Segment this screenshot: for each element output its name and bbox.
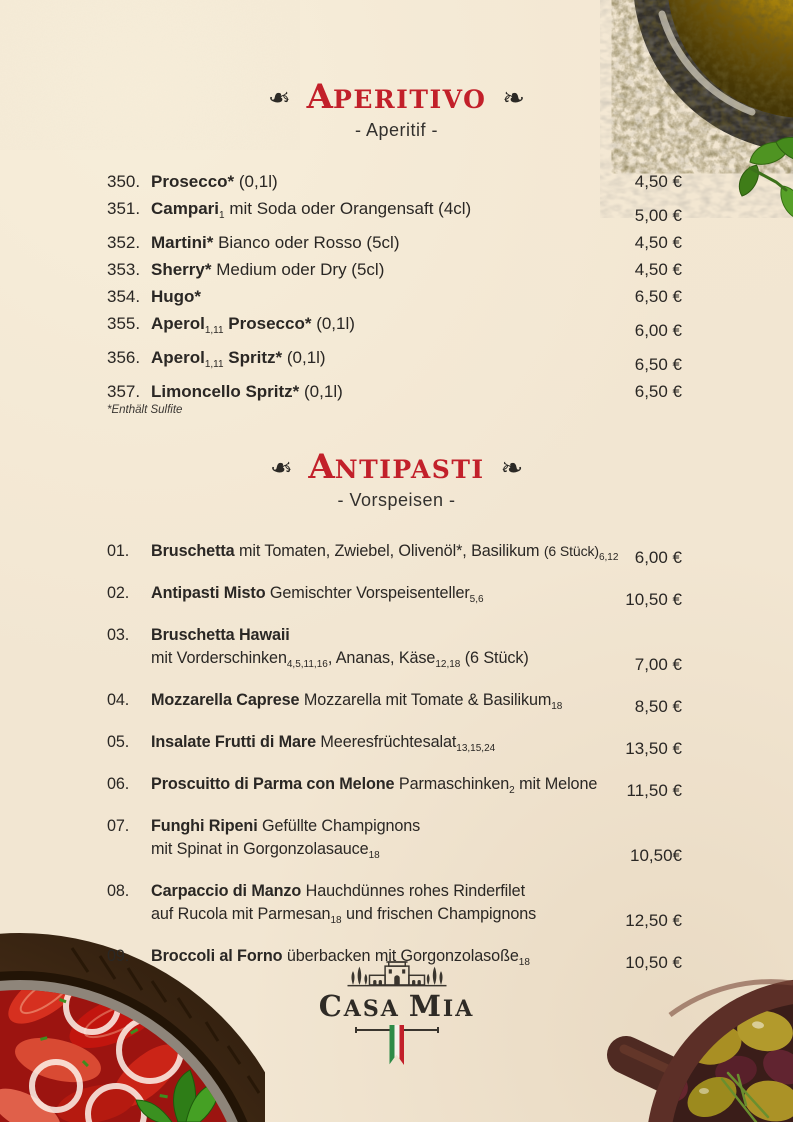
item-number: 350. (107, 172, 141, 191)
item-text: Martini* Bianco oder Rosso (5cl) (151, 233, 400, 252)
item-number: 02. (107, 584, 130, 602)
bowl-carvings (70, 947, 261, 1094)
villa-icon (347, 961, 446, 987)
item-number: 03. (107, 626, 130, 644)
menu-item: 06. Proscuitto di Parma con Melone Parmas… (107, 773, 682, 802)
item-number: 357. (107, 382, 141, 401)
fleuron-right-icon: ❧ (502, 82, 525, 114)
item-price: 4,50 € (634, 172, 682, 191)
menu-item: 05. Insalate Frutti di Mare Meeresfrüchte… (107, 731, 682, 760)
item-number: 351. (107, 199, 141, 218)
brand-word-casa: Casa (318, 989, 400, 1023)
item-text: Hugo* (151, 287, 202, 306)
item-text: Antipasti Misto Gemischter Vorspeisentel… (151, 584, 484, 605)
menu-item: 07. Funghi Ripeni Gefüllte Champignons mit… (107, 815, 682, 867)
item-number: 09. (107, 947, 130, 965)
section-header-aperitivo: ❧ Aperitivo ❧ - Aperitif - (0, 80, 793, 141)
item-number: 353. (107, 260, 141, 279)
item-number: 354. (107, 287, 141, 306)
tomato-salad-bowl-image (0, 933, 265, 1122)
sulfite-footnote: *Enthält Sulfite (107, 404, 183, 416)
antipasti-list: 01. Bruschetta mit Tomaten, Zwiebel, Oliv… (107, 540, 682, 987)
menu-item: 03. Bruschetta Hawaii mit Vorderschinken4,… (107, 624, 682, 676)
item-text: Campari1 mit Soda oder Orangensaft (4cl) (151, 199, 472, 221)
item-number: 05. (107, 733, 130, 751)
brand-word-mia: Mia (408, 989, 475, 1023)
menu-item: 351. Campari1 mit Soda oder Orangensaft (… (107, 195, 682, 229)
item-text: Aperol1,11 Spritz* (0,1l) (151, 348, 326, 370)
item-price: 6,50 € (634, 355, 682, 374)
item-price: 6,50 € (634, 287, 682, 306)
item-text: Bruschetta Hawaii mit Vorderschinken4,5,1… (151, 626, 529, 670)
item-text: Mozzarella Caprese Mozzarella mit Tomate… (151, 691, 563, 712)
section-subtitle: - Vorspeisen - (337, 490, 456, 510)
fleuron-left-icon: ❧ (268, 82, 291, 114)
item-price: 12,50 € (625, 911, 682, 930)
menu-item: 350. Prosecco* (0,1l) 4,50 € (107, 168, 682, 195)
item-price: 10,50 € (625, 953, 682, 972)
aperitivo-list: 350. Prosecco* (0,1l) 4,50 € 351. Campari1 m… (107, 168, 682, 405)
menu-item: 353. Sherry* Medium oder Dry (5cl) 4,50 € (107, 256, 682, 283)
italian-flag-ribbon-icon (0, 1024, 793, 1070)
menu-item: 09. Broccoli al Forno überbacken mit Gorg… (107, 945, 682, 974)
olive-oil-bowl-image (634, 0, 793, 218)
item-number: 356. (107, 348, 141, 367)
item-price: 11,50 € (626, 781, 682, 800)
item-number: 01. (107, 542, 130, 560)
section-subtitle: - Aperitif - (354, 120, 439, 140)
item-number: 06. (107, 775, 130, 793)
item-price: 6,00 € (634, 321, 682, 340)
menu-item: 352. Martini* Bianco oder Rosso (5cl) 4,50… (107, 229, 682, 256)
item-price: 10,50 € (625, 590, 682, 609)
casa-mia-logo: Casa Mia (0, 956, 793, 1070)
item-text: Insalate Frutti di Mare Meeresfrüchtesal… (151, 733, 496, 754)
menu-item: 354. Hugo* 6,50 € (107, 283, 682, 310)
item-number: 04. (107, 691, 130, 709)
section-header-antipasti: ❧ Antipasti ❧ - Vorspeisen - (0, 450, 793, 511)
section-title: Antipasti (308, 447, 485, 487)
item-price: 6,50 € (634, 382, 682, 401)
menu-item: 08. Carpaccio di Manzo Hauchdünnes rohes … (107, 880, 682, 932)
item-text: Prosecco* (0,1l) (151, 172, 278, 191)
section-title: Aperitivo (306, 77, 487, 117)
item-text: Limoncello Spritz* (0,1l) (151, 382, 343, 401)
item-price: 4,50 € (634, 233, 682, 252)
item-number: 07. (107, 817, 130, 835)
item-price: 4,50 € (634, 260, 682, 279)
menu-item: 01. Bruschetta mit Tomaten, Zwiebel, Oliv… (107, 540, 682, 569)
item-price: 13,50 € (625, 739, 682, 758)
fleuron-left-icon: ❧ (269, 452, 293, 484)
item-price: 6,00 € (634, 548, 682, 567)
item-number: 08. (107, 882, 130, 900)
brand-name: Casa Mia (0, 992, 793, 1021)
item-number: 352. (107, 233, 141, 252)
rosemary-sprigs (720, 1071, 770, 1122)
menu-item: 355. Aperol1,11 Prosecco* (0,1l) 6,00 € (107, 310, 682, 344)
item-text: Broccoli al Forno überbacken mit Gorgonz… (151, 947, 530, 968)
menu-item: 356. Aperol1,11 Spritz* (0,1l) 6,50 € (107, 344, 682, 378)
item-text: Carpaccio di Manzo Hauchdünnes rohes Rin… (151, 882, 537, 926)
fleuron-right-icon: ❧ (500, 452, 524, 484)
bowl-highlight (658, 10, 756, 116)
item-text: Funghi Ripeni Gefüllte Champignons mit Sp… (151, 817, 421, 861)
item-text: Sherry* Medium oder Dry (5cl) (151, 260, 385, 279)
flag-ribbon (389, 1025, 404, 1065)
olive-pot-image (607, 979, 793, 1122)
item-number: 355. (107, 314, 141, 333)
item-price: 7,00 € (634, 655, 682, 674)
menu-item: 357. Limoncello Spritz* (0,1l) 6,50 € (107, 378, 682, 405)
item-text: Proscuitto di Parma con Melone Parmaschi… (151, 775, 598, 796)
item-text: Aperol1,11 Prosecco* (0,1l) (151, 314, 355, 336)
item-text: Bruschetta mit Tomaten, Zwiebel, Olivenö… (151, 542, 619, 563)
menu-item: 04. Mozzarella Caprese Mozzarella mit Tom… (107, 689, 682, 718)
item-price: 8,50 € (634, 697, 682, 716)
basil-leaves-icon (738, 137, 793, 218)
menu-item: 02. Antipasti Misto Gemischter Vorspeisen… (107, 582, 682, 611)
item-price: 10,50€ (630, 846, 682, 865)
item-price: 5,00 € (634, 206, 682, 225)
